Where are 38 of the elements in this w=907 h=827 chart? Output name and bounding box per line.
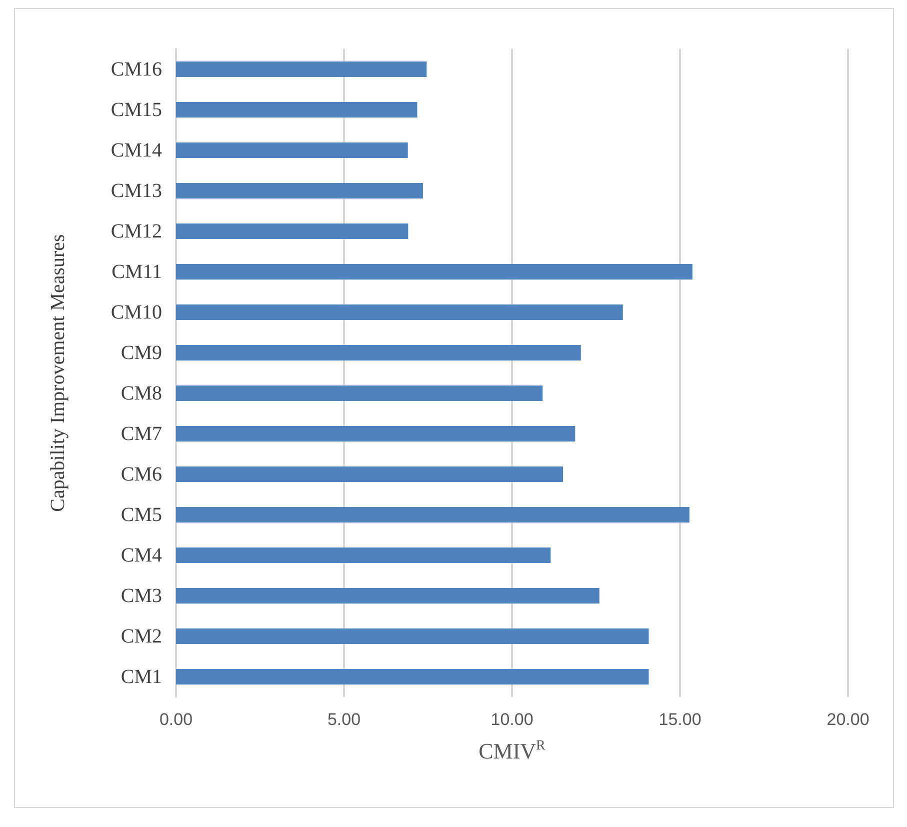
bar <box>176 304 623 320</box>
y-tick-label: CM1 <box>120 666 162 688</box>
bar <box>176 183 423 198</box>
bar <box>176 102 418 118</box>
bar <box>176 426 576 442</box>
y-tick-label: CM6 <box>120 463 162 486</box>
y-tick-label: CM7 <box>120 422 162 445</box>
bar <box>176 669 649 684</box>
bar <box>176 548 551 563</box>
x-tick-label: 10.00 <box>490 710 534 729</box>
y-tick-label: CM2 <box>120 625 162 648</box>
y-axis-title: Capability Improvement Measures <box>47 234 69 512</box>
bar <box>176 507 690 522</box>
x-tick-label: 0.00 <box>159 710 193 729</box>
bar <box>176 142 408 158</box>
y-tick-label: CM9 <box>120 342 162 364</box>
y-tick-label: CM14 <box>110 139 162 162</box>
y-tick-label: CM11 <box>112 260 162 283</box>
y-tick-label: CM4 <box>120 544 162 566</box>
bar <box>176 466 564 482</box>
x-tick-label: 5.00 <box>327 710 361 729</box>
bar <box>176 264 692 280</box>
bar <box>176 224 408 239</box>
y-tick-label: CM12 <box>110 220 162 242</box>
bar <box>176 62 427 77</box>
y-tick-label: CM15 <box>110 98 162 121</box>
x-tick-label: 15.00 <box>658 710 702 729</box>
y-tick-label: CM3 <box>120 584 162 607</box>
y-tick-label: CM10 <box>110 301 162 324</box>
bar <box>176 628 649 644</box>
y-tick-label: CM5 <box>120 504 162 526</box>
bar <box>176 588 600 604</box>
y-tick-label: CM16 <box>110 58 162 80</box>
y-tick-label: CM13 <box>110 180 162 202</box>
bar <box>176 386 543 401</box>
y-tick-label: CM8 <box>120 382 162 404</box>
bar <box>176 345 581 360</box>
x-tick-label: 20.00 <box>826 710 870 729</box>
